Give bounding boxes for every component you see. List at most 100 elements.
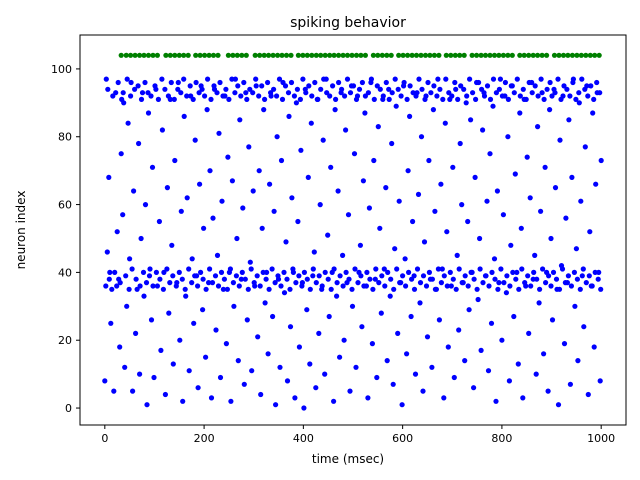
spike-point — [494, 188, 500, 194]
spike-point — [407, 113, 413, 119]
spike-point — [137, 283, 143, 289]
spike-point — [193, 52, 199, 58]
spike-point — [475, 296, 481, 303]
spike-point — [396, 198, 402, 204]
spike-point — [247, 86, 253, 92]
spike-point — [251, 280, 257, 286]
spike-point — [359, 324, 365, 330]
y-axis-title: neuron index — [14, 191, 28, 270]
spike-point — [136, 140, 142, 147]
spike-point — [104, 249, 110, 255]
spike-point — [124, 76, 130, 82]
spike-point — [520, 395, 526, 401]
spike-point — [418, 134, 425, 140]
spike-point — [505, 134, 511, 140]
x-tick-label: 200 — [194, 432, 215, 445]
spike-point — [522, 280, 528, 286]
spike-point — [316, 330, 322, 336]
spike-point — [169, 242, 175, 248]
spike-point — [135, 83, 141, 89]
spike-point — [454, 252, 460, 258]
spike-point — [353, 364, 359, 370]
spike-point — [278, 283, 284, 289]
spike-point — [164, 266, 170, 272]
spike-point — [318, 52, 324, 58]
spike-point — [127, 256, 133, 262]
spike-point — [260, 269, 266, 275]
spike-point — [565, 52, 571, 58]
spike-point — [535, 52, 541, 58]
spike-point — [331, 52, 337, 58]
spike-point — [439, 266, 445, 272]
spike-point — [527, 195, 533, 201]
spike-point — [200, 276, 206, 282]
spike-point — [158, 347, 164, 353]
spike-point — [223, 341, 229, 347]
spike-point — [240, 205, 246, 211]
spike-point — [343, 127, 349, 133]
spike-point — [393, 103, 399, 109]
spike-point — [106, 276, 112, 282]
spike-point — [597, 90, 603, 96]
x-tick-label: 400 — [293, 432, 314, 445]
spike-point — [181, 52, 187, 58]
spike-point — [370, 52, 376, 58]
spike-point — [459, 280, 465, 286]
spike-point — [523, 96, 529, 102]
spike-point — [453, 86, 459, 92]
spike-point — [526, 330, 532, 336]
y-tick-label: 80 — [58, 131, 72, 144]
spike-point — [148, 317, 155, 323]
spike-point — [480, 127, 486, 133]
spike-point — [286, 113, 292, 119]
spike-point — [376, 280, 382, 286]
spike-point — [477, 235, 483, 242]
spike-point — [403, 283, 409, 289]
spike-point — [159, 127, 165, 133]
spike-point — [484, 198, 490, 204]
spike-point — [275, 273, 281, 279]
spike-point — [292, 395, 298, 401]
spike-point — [500, 212, 506, 218]
spike-point — [404, 351, 410, 357]
spike-point — [386, 96, 392, 102]
spike-point — [383, 185, 389, 191]
spike-point — [187, 83, 193, 89]
spike-point — [375, 124, 381, 130]
spike-point — [175, 79, 181, 86]
spike-point — [553, 276, 560, 282]
spike-point — [435, 76, 441, 82]
spike-point — [235, 358, 241, 364]
spike-point — [273, 402, 279, 408]
spike-point — [450, 164, 456, 170]
spike-point — [207, 168, 213, 174]
spike-point — [419, 86, 425, 92]
spike-point — [218, 269, 225, 275]
spike-point — [531, 269, 537, 275]
spike-point — [166, 310, 172, 316]
spike-point — [244, 317, 250, 323]
spike-point — [114, 229, 120, 235]
spike-point — [163, 52, 169, 58]
spike-point — [404, 96, 410, 102]
spike-point — [119, 96, 125, 102]
spike-point — [171, 96, 177, 102]
spike-point — [587, 229, 593, 235]
spike-point — [372, 276, 378, 282]
spike-point — [495, 286, 501, 292]
spike-point — [543, 280, 549, 286]
spike-point — [178, 90, 184, 96]
spike-point — [310, 273, 316, 279]
spike-point — [333, 96, 339, 102]
spike-point — [358, 273, 364, 279]
spike-point — [313, 52, 319, 58]
spike-point — [444, 283, 450, 289]
spike-point — [373, 266, 379, 272]
spike-point — [575, 358, 581, 364]
spike-point — [367, 276, 373, 282]
spike-point — [457, 52, 463, 58]
spike-point — [192, 273, 198, 279]
spike-point — [299, 283, 305, 289]
y-axis-ticks: 0 20 40 60 80 100 — [51, 63, 80, 415]
spike-point — [401, 79, 407, 86]
